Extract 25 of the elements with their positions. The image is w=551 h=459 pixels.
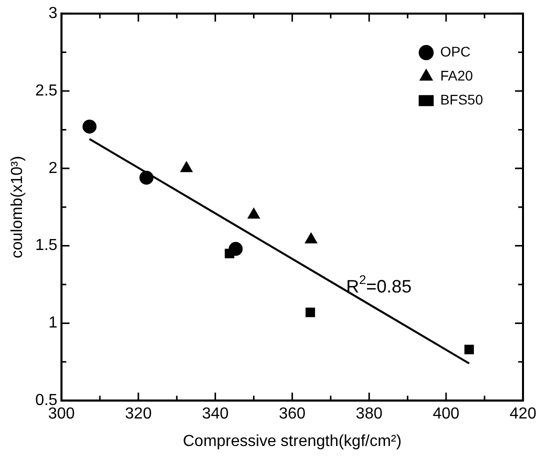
point <box>228 242 243 256</box>
legend-label: OPC <box>440 43 471 60</box>
x-tick-label: 380 <box>356 406 383 423</box>
point <box>306 308 316 318</box>
x-tick-label: 340 <box>202 406 229 423</box>
y-axis-title: coulomb(x10³) <box>9 156 26 258</box>
y-tick-label: 2.5 <box>35 82 58 100</box>
x-axis-title: Compressive strength(kgf/cm²) <box>182 432 402 450</box>
point <box>82 120 97 134</box>
point <box>304 232 318 244</box>
y-tick-label: 2 <box>48 160 58 177</box>
legend-label: BFS50 <box>440 91 484 108</box>
point <box>180 161 193 172</box>
point <box>248 208 260 219</box>
y-tick-label: 1 <box>48 314 58 332</box>
x-tick-label: 300 <box>48 406 75 423</box>
x-tick-label: 400 <box>432 406 460 423</box>
x-tick-label: 360 <box>278 406 306 423</box>
y-tick-label: 3 <box>48 5 58 22</box>
point <box>464 344 474 354</box>
y-tick-label: 1.5 <box>35 237 58 254</box>
x-tick-label: 420 <box>510 406 536 423</box>
legend-label: FA20 <box>440 67 474 84</box>
point <box>139 170 154 185</box>
x-tick-label: 320 <box>125 406 152 423</box>
